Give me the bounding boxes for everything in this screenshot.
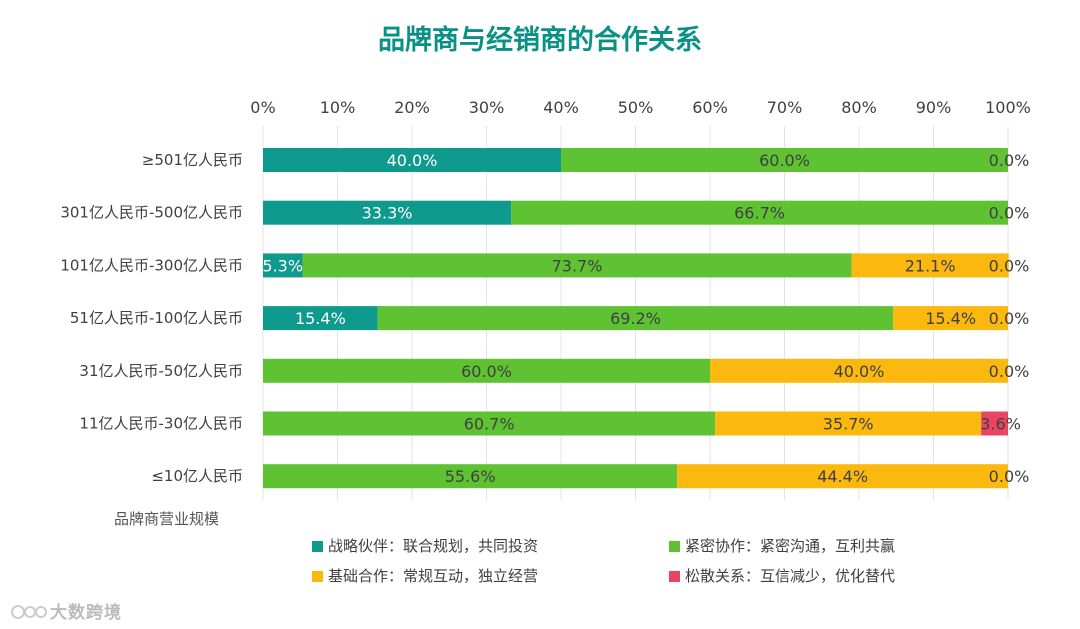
legend-swatch bbox=[312, 541, 323, 552]
x-tick-label: 80% bbox=[841, 98, 877, 117]
data-label: 21.1% bbox=[905, 256, 956, 275]
category-label: 11亿人民币-30亿人民币 bbox=[79, 415, 243, 433]
data-label: 0.0% bbox=[989, 151, 1030, 170]
legend-swatch bbox=[669, 541, 680, 552]
category-label: 31亿人民币-50亿人民币 bbox=[79, 362, 243, 380]
bar-segment bbox=[263, 306, 378, 331]
category-label: 301亿人民币-500亿人民币 bbox=[60, 204, 243, 222]
x-tick-label: 60% bbox=[692, 98, 728, 117]
x-tick-label: 50% bbox=[618, 98, 654, 117]
data-label: 44.4% bbox=[817, 467, 868, 486]
bar-segment bbox=[263, 148, 561, 172]
bar-segment bbox=[715, 411, 982, 436]
bar-segment bbox=[677, 464, 1008, 489]
legend-label: 战略伙伴：联合规划，共同投资 bbox=[328, 537, 539, 555]
x-tick-label: 20% bbox=[394, 98, 430, 117]
chart-title: 品牌商与经销商的合作关系 bbox=[378, 25, 702, 56]
bar-segment bbox=[893, 306, 1008, 331]
bar-segment bbox=[851, 253, 1009, 278]
x-tick-label: 70% bbox=[767, 98, 803, 117]
data-label: 40.0% bbox=[834, 362, 885, 381]
x-tick-label: 30% bbox=[469, 98, 505, 117]
data-label: 0.0% bbox=[989, 309, 1030, 328]
x-tick-label: 40% bbox=[543, 98, 579, 117]
x-tick-label: 0% bbox=[250, 98, 275, 117]
legend-swatch bbox=[312, 571, 323, 582]
legend-label: 紧密协作：紧密沟通，互利共赢 bbox=[685, 537, 896, 555]
legend-swatch bbox=[669, 571, 680, 582]
bar-segment bbox=[561, 148, 1008, 172]
data-label: 35.7% bbox=[823, 415, 874, 434]
bar-segment bbox=[710, 358, 1008, 383]
data-label: 73.7% bbox=[552, 256, 603, 275]
bar-segment bbox=[377, 306, 894, 331]
bar-segment bbox=[263, 253, 303, 278]
legend-label: 松散关系：互信减少，优化替代 bbox=[685, 567, 896, 585]
bar-segment bbox=[263, 411, 716, 436]
watermark: 大数跨境 bbox=[10, 598, 122, 623]
data-label: 60.7% bbox=[464, 415, 515, 434]
legend-item-basic: 基础合作：常规互动，独立经营 bbox=[312, 565, 538, 586]
data-label: 60.0% bbox=[461, 362, 512, 381]
bar-segment bbox=[302, 253, 852, 278]
data-label: 0.0% bbox=[989, 256, 1030, 275]
data-label: 3.6% bbox=[980, 415, 1021, 434]
legend-item-close: 紧密协作：紧密沟通，互利共赢 bbox=[669, 535, 895, 556]
legend-item-loose: 松散关系：互信减少，优化替代 bbox=[669, 565, 895, 586]
data-label: 0.0% bbox=[989, 467, 1030, 486]
y-axis-label: 品牌商营业规模 bbox=[114, 510, 220, 528]
bar-segment bbox=[263, 200, 512, 225]
data-label: 33.3% bbox=[362, 204, 413, 223]
bar-segment bbox=[263, 358, 710, 383]
data-label: 0.0% bbox=[989, 362, 1030, 381]
category-label: 51亿人民币-100亿人民币 bbox=[70, 309, 243, 327]
data-label: 69.2% bbox=[610, 309, 661, 328]
data-label: 0.0% bbox=[989, 204, 1030, 223]
bar-segment bbox=[263, 464, 678, 489]
data-label: 15.4% bbox=[925, 309, 976, 328]
data-label: 66.7% bbox=[734, 204, 785, 223]
bar-segment bbox=[981, 411, 1008, 436]
watermark-logo-icon bbox=[11, 605, 47, 619]
legend-label: 基础合作：常规互动，独立经营 bbox=[328, 567, 539, 585]
x-tick-label: 90% bbox=[916, 98, 952, 117]
data-label: 5.3% bbox=[262, 256, 303, 275]
category-label: ≤10亿人民币 bbox=[151, 467, 243, 485]
watermark-text: 大数跨境 bbox=[50, 603, 122, 623]
legend-item-strategic: 战略伙伴：联合规划，共同投资 bbox=[312, 535, 538, 556]
x-tick-label: 10% bbox=[320, 98, 356, 117]
data-label: 40.0% bbox=[387, 151, 438, 170]
data-label: 15.4% bbox=[295, 309, 346, 328]
x-tick-label: 100% bbox=[985, 98, 1031, 117]
bar-segment bbox=[511, 200, 1008, 225]
data-label: 60.0% bbox=[759, 151, 810, 170]
category-label: ≥501亿人民币 bbox=[142, 151, 243, 169]
category-label: 101亿人民币-300亿人民币 bbox=[60, 256, 243, 274]
data-label: 55.6% bbox=[445, 467, 496, 486]
